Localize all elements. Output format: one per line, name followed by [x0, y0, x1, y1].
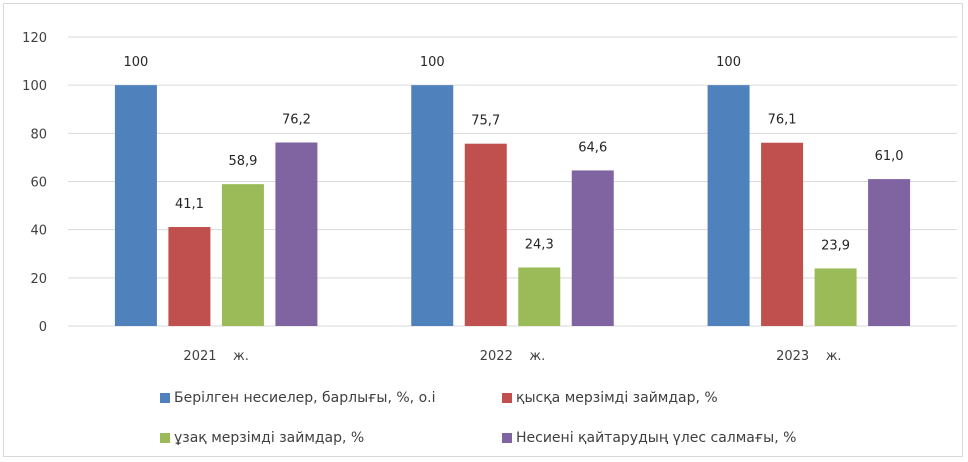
bar — [114, 85, 157, 327]
legend-item-long-term-loans: ұзақ мерзімді займдар, % — [160, 430, 364, 446]
legend-label: ұзақ мерзімді займдар, % — [174, 430, 365, 446]
legend-item-repayment-share: Несиені қайтарудың үлес салмағы, % — [502, 430, 796, 446]
legend-label: Берілген несиелер, барлығы, %, о.і — [174, 390, 436, 406]
y-tick-label: 0 — [39, 320, 47, 335]
data-label: 24,3 — [525, 237, 554, 252]
bar — [868, 179, 911, 326]
data-label: 75,7 — [471, 114, 500, 129]
data-label: 41,1 — [175, 197, 204, 212]
legend-swatch — [160, 433, 170, 443]
legend-swatch — [502, 433, 512, 443]
bar — [707, 85, 750, 327]
legend-swatch — [160, 393, 170, 403]
legend-item-short-term-loans: қысқа мерзімді займдар, % — [502, 390, 718, 406]
data-label: 61,0 — [875, 149, 904, 164]
y-tick-label: 120 — [22, 31, 47, 46]
y-tick-label: 60 — [30, 176, 47, 191]
bar — [411, 85, 454, 327]
legend-label: Несиені қайтарудың үлес салмағы, % — [516, 430, 797, 446]
bar — [464, 143, 507, 326]
data-label: 76,1 — [768, 113, 797, 128]
y-tick-label: 40 — [30, 224, 47, 239]
bar — [571, 170, 614, 326]
data-label: 100 — [420, 55, 445, 70]
data-label: 64,6 — [578, 140, 607, 155]
y-tick-label: 80 — [30, 127, 47, 142]
data-label: 58,9 — [228, 154, 257, 169]
bar — [168, 227, 211, 326]
bar — [518, 267, 561, 326]
y-tick-label: 20 — [30, 272, 47, 287]
bar — [221, 184, 264, 326]
legend-item-total-loans: Берілген несиелер, барлығы, %, о.і — [160, 390, 435, 406]
x-tick-label: 2023 ж. — [776, 349, 841, 364]
data-label: 100 — [716, 55, 741, 70]
data-label: 23,9 — [821, 238, 850, 253]
legend-label: қысқа мерзімді займдар, % — [516, 390, 718, 406]
y-tick-label: 100 — [22, 79, 47, 94]
data-label: 100 — [124, 55, 149, 70]
x-tick-label: 2021 ж. — [183, 349, 248, 364]
bar — [814, 268, 857, 326]
legend-swatch — [502, 393, 512, 403]
x-tick-label: 2022 ж. — [480, 349, 545, 364]
bar — [761, 142, 804, 326]
data-label: 76,2 — [282, 112, 311, 127]
bar — [275, 142, 318, 326]
